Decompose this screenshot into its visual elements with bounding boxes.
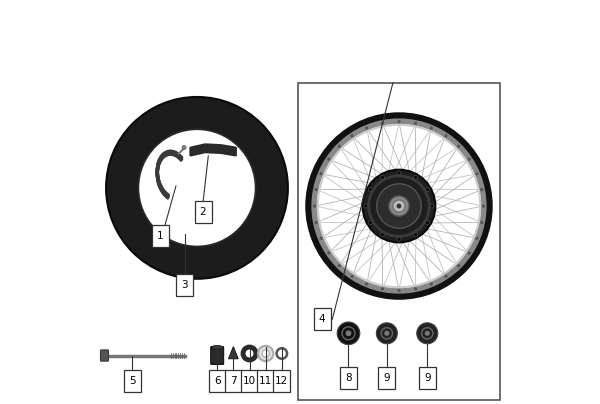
Circle shape (376, 323, 397, 344)
Circle shape (377, 184, 421, 228)
Polygon shape (229, 347, 238, 359)
Circle shape (365, 126, 368, 130)
Circle shape (381, 287, 384, 290)
Circle shape (308, 115, 490, 297)
Circle shape (314, 221, 318, 224)
Circle shape (350, 275, 353, 278)
FancyBboxPatch shape (100, 350, 109, 361)
Circle shape (397, 120, 401, 123)
Circle shape (397, 171, 401, 175)
Circle shape (475, 172, 479, 175)
Circle shape (417, 323, 438, 344)
Bar (379, 367, 395, 389)
Circle shape (380, 233, 385, 237)
Circle shape (319, 172, 323, 175)
Bar (274, 370, 290, 392)
Circle shape (475, 237, 479, 240)
Text: 12: 12 (275, 376, 289, 386)
Circle shape (368, 221, 373, 225)
Circle shape (467, 158, 471, 161)
Circle shape (338, 264, 341, 267)
Circle shape (414, 122, 417, 125)
Bar (419, 367, 436, 389)
Circle shape (413, 175, 418, 179)
Text: 2: 2 (200, 207, 206, 217)
Circle shape (362, 170, 436, 242)
Circle shape (368, 187, 373, 191)
Circle shape (262, 350, 269, 357)
Ellipse shape (212, 345, 223, 349)
Bar (241, 370, 258, 392)
Ellipse shape (106, 97, 288, 279)
Circle shape (350, 134, 353, 137)
Circle shape (430, 126, 433, 130)
Circle shape (480, 221, 484, 224)
Bar (298, 83, 500, 400)
Text: 9: 9 (383, 373, 390, 383)
Text: 9: 9 (424, 373, 431, 383)
Bar (194, 201, 212, 223)
Text: 1: 1 (157, 231, 164, 241)
Bar (124, 370, 141, 392)
Circle shape (397, 204, 401, 208)
Text: 11: 11 (259, 376, 272, 386)
Text: 10: 10 (243, 376, 256, 386)
Circle shape (327, 158, 331, 161)
Text: 3: 3 (182, 280, 188, 290)
Circle shape (397, 289, 401, 292)
Circle shape (430, 282, 433, 286)
Circle shape (444, 275, 448, 278)
FancyBboxPatch shape (211, 347, 224, 364)
Circle shape (380, 175, 385, 179)
Bar (152, 225, 169, 247)
Circle shape (337, 322, 360, 345)
Circle shape (381, 122, 384, 125)
Bar (209, 370, 226, 392)
Circle shape (346, 330, 352, 336)
Circle shape (397, 237, 401, 241)
Bar (340, 367, 357, 389)
Bar (257, 370, 274, 392)
Text: 8: 8 (345, 373, 352, 383)
Circle shape (258, 346, 274, 361)
Circle shape (365, 282, 368, 286)
Circle shape (457, 145, 460, 148)
Text: 5: 5 (129, 376, 136, 386)
Circle shape (389, 196, 409, 216)
Bar (225, 370, 242, 392)
Circle shape (338, 145, 341, 148)
Ellipse shape (139, 129, 256, 246)
Bar (314, 308, 331, 330)
Circle shape (482, 204, 485, 208)
Circle shape (319, 237, 323, 240)
Circle shape (393, 200, 405, 212)
Text: 6: 6 (214, 376, 220, 386)
Circle shape (444, 134, 448, 137)
Circle shape (425, 187, 430, 191)
Circle shape (457, 264, 460, 267)
Circle shape (364, 204, 368, 208)
Circle shape (413, 233, 418, 237)
Circle shape (430, 204, 434, 208)
Circle shape (425, 331, 430, 336)
Circle shape (182, 145, 186, 149)
Circle shape (385, 331, 389, 336)
Circle shape (327, 251, 331, 255)
Circle shape (314, 188, 318, 191)
Bar (176, 274, 193, 296)
Circle shape (480, 188, 484, 191)
Circle shape (425, 221, 430, 225)
Text: 4: 4 (319, 314, 326, 324)
Circle shape (414, 287, 417, 290)
Circle shape (313, 204, 316, 208)
Text: 7: 7 (230, 376, 236, 386)
Circle shape (467, 251, 471, 255)
